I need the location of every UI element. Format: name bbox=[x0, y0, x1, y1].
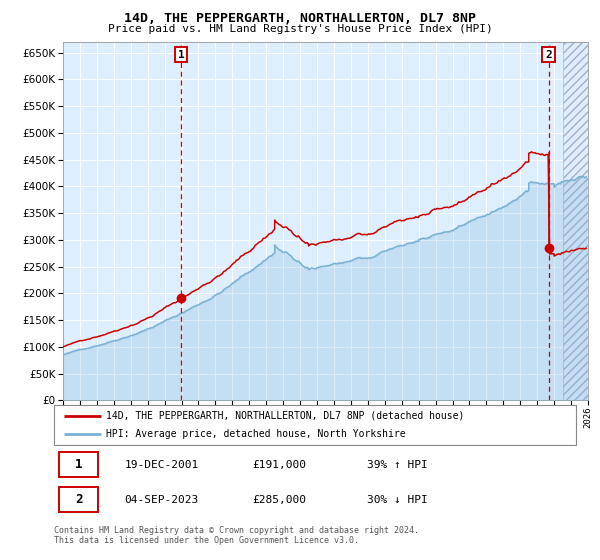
Text: 14D, THE PEPPERGARTH, NORTHALLERTON, DL7 8NP (detached house): 14D, THE PEPPERGARTH, NORTHALLERTON, DL7… bbox=[106, 411, 464, 421]
Text: £285,000: £285,000 bbox=[253, 495, 307, 505]
Text: 1: 1 bbox=[178, 49, 184, 59]
Text: 04-SEP-2023: 04-SEP-2023 bbox=[124, 495, 199, 505]
Text: 19-DEC-2001: 19-DEC-2001 bbox=[124, 460, 199, 470]
Text: 39% ↑ HPI: 39% ↑ HPI bbox=[367, 460, 428, 470]
Text: 2: 2 bbox=[75, 493, 83, 506]
Text: HPI: Average price, detached house, North Yorkshire: HPI: Average price, detached house, Nort… bbox=[106, 430, 406, 439]
Bar bbox=[59, 452, 98, 477]
Text: 1: 1 bbox=[75, 458, 83, 472]
Text: Price paid vs. HM Land Registry's House Price Index (HPI): Price paid vs. HM Land Registry's House … bbox=[107, 24, 493, 34]
Text: £191,000: £191,000 bbox=[253, 460, 307, 470]
Text: This data is licensed under the Open Government Licence v3.0.: This data is licensed under the Open Gov… bbox=[54, 536, 359, 545]
Text: 30% ↓ HPI: 30% ↓ HPI bbox=[367, 495, 428, 505]
Text: 2: 2 bbox=[545, 49, 552, 59]
Text: Contains HM Land Registry data © Crown copyright and database right 2024.: Contains HM Land Registry data © Crown c… bbox=[54, 526, 419, 535]
Text: 14D, THE PEPPERGARTH, NORTHALLERTON, DL7 8NP: 14D, THE PEPPERGARTH, NORTHALLERTON, DL7… bbox=[124, 12, 476, 25]
Bar bbox=[59, 487, 98, 512]
